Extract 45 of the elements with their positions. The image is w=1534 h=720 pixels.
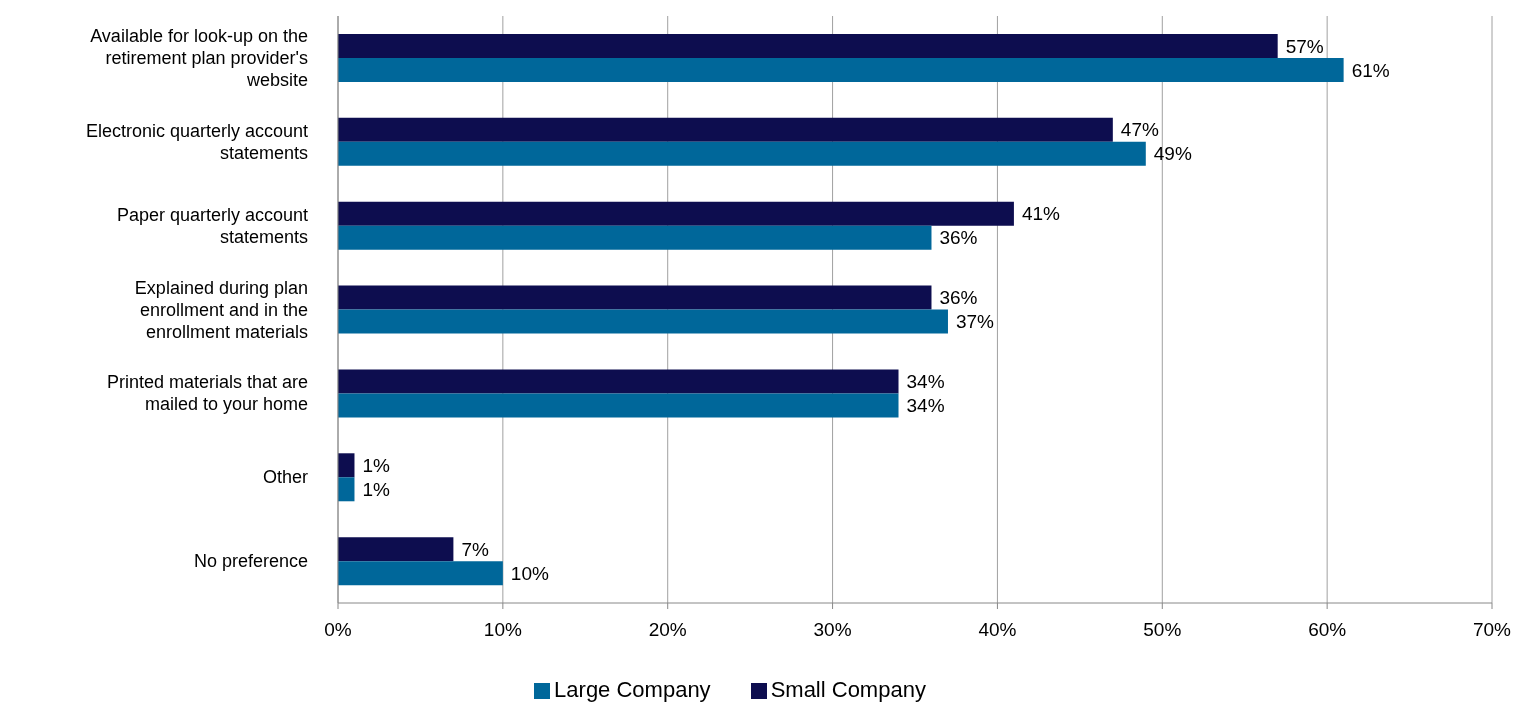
bar — [338, 58, 1344, 82]
y-tick-label: Printed materials that are mailed to your home — [106, 372, 308, 415]
data-label: 49% — [1153, 143, 1192, 165]
data-label: 36% — [939, 287, 978, 309]
y-tick-label: Explained during plan enrollment and in the enrollment materials — [134, 277, 308, 342]
y-tick-label: Paper quarterly account statements — [116, 204, 308, 247]
bar — [338, 225, 932, 250]
data-label: 1% — [362, 454, 391, 476]
x-tick-label: 10% — [483, 619, 522, 641]
x-tick-label: 20% — [648, 619, 687, 641]
bar — [338, 201, 1014, 226]
data-label: 34% — [906, 394, 945, 416]
bar — [338, 369, 899, 394]
bar — [338, 309, 948, 334]
bar — [338, 477, 355, 502]
x-tick-label: 40% — [978, 619, 1017, 641]
bar — [338, 561, 503, 586]
data-label: 10% — [510, 562, 549, 584]
data-label: 57% — [1285, 35, 1324, 57]
data-label: 1% — [362, 478, 391, 500]
bar — [338, 117, 1113, 142]
bar — [338, 393, 899, 418]
x-tick-label: 70% — [1472, 619, 1512, 641]
data-label: 7% — [461, 538, 489, 560]
data-label: 34% — [906, 370, 945, 392]
x-tick-label: 0% — [324, 619, 352, 641]
y-tick-label: Other — [262, 467, 308, 488]
data-label: 47% — [1120, 119, 1159, 141]
data-label: 37% — [955, 311, 995, 333]
bar — [338, 537, 454, 562]
data-label: 61% — [1351, 59, 1390, 81]
legend-label: Small Company — [770, 677, 926, 702]
x-tick-label: 30% — [813, 619, 852, 641]
legend-label: Large Company — [554, 677, 711, 702]
bar — [338, 453, 355, 478]
x-tick-label: 60% — [1308, 619, 1347, 641]
y-tick-label: Electronic quarterly account statements — [85, 120, 308, 163]
x-tick-label: 50% — [1143, 619, 1182, 641]
bar — [338, 285, 932, 310]
data-label: 41% — [1021, 203, 1061, 225]
y-tick-label: Available for look-up on the retirement plan provider's website — [90, 25, 308, 90]
bar — [338, 141, 1146, 166]
y-tick-label: No preference — [193, 551, 308, 572]
bar — [338, 34, 1278, 58]
data-label: 36% — [939, 227, 978, 249]
